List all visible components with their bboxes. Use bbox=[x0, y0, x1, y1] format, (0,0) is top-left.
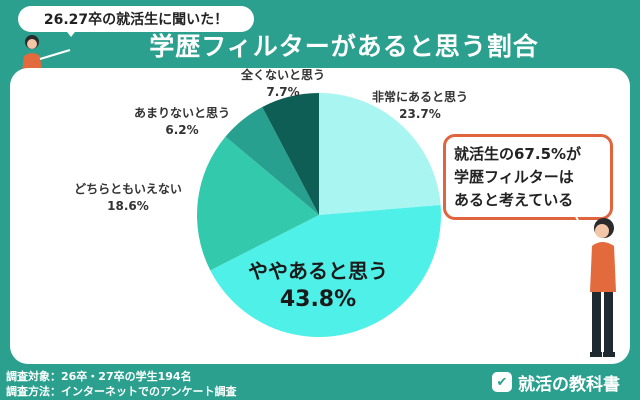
chat-check-icon: ✔ bbox=[492, 372, 512, 392]
survey-method-text: 調査方法：インターネットでのアンケート調査 bbox=[6, 385, 237, 398]
slice-value-3: 18.6% bbox=[107, 199, 149, 213]
presenter-right-body bbox=[590, 242, 616, 292]
callout-line-2: 学歴フィルターは bbox=[454, 168, 574, 186]
slice-label-2: ややあると思う bbox=[248, 259, 388, 283]
slice-value-5: 7.7% bbox=[266, 85, 299, 99]
survey-target-text: 調査対象：26卒・27卒の学生194名 bbox=[6, 370, 192, 383]
pie-slice-4 bbox=[225, 107, 319, 215]
brand-name: 就活の教科書 bbox=[518, 374, 620, 395]
presenter-right-shoe-right bbox=[603, 352, 615, 357]
slice-value-4: 6.2% bbox=[165, 123, 198, 137]
presenter-body bbox=[22, 53, 42, 72]
survey-pill-tail bbox=[64, 28, 78, 37]
pie-slice-5 bbox=[262, 93, 319, 215]
slice-label-5: 全くないと思う bbox=[240, 67, 325, 82]
slice-value-2: 43.8% bbox=[280, 287, 356, 312]
survey-pill-text: 26.27卒の就活生に聞いた！ bbox=[43, 12, 229, 28]
chart-title: 学歴フィルターがあると思う割合 bbox=[149, 32, 539, 61]
callout-line-3: あると考えている bbox=[454, 191, 574, 209]
pointer-stick-right bbox=[573, 211, 593, 251]
slice-label-1: 非常にあると思う bbox=[372, 89, 468, 104]
survey-pill: 26.27卒の就活生に聞いた！ bbox=[18, 6, 254, 32]
presenter-right-leg-left bbox=[592, 292, 601, 354]
slice-value-1: 23.7% bbox=[399, 107, 441, 121]
callout-line-1: 就活生の67.5%が bbox=[454, 145, 582, 163]
presenter-face bbox=[27, 39, 37, 49]
slice-label-4: あまりないと思う bbox=[134, 106, 230, 120]
presenter-right-face bbox=[595, 224, 609, 238]
presenter-illustration-right bbox=[573, 211, 616, 357]
pointer-stick bbox=[39, 49, 71, 60]
presenter-right-leg-right bbox=[604, 292, 613, 354]
pie-slice-2 bbox=[210, 205, 441, 337]
presenter-right-shoe-left bbox=[590, 352, 602, 357]
presenter-illustration-left bbox=[22, 35, 71, 72]
pie-slice-3 bbox=[197, 136, 319, 271]
slice-label-3: どちらともいえない bbox=[74, 182, 182, 196]
summary-callout: 就活生の67.5%が 学歴フィルターは あると考えている bbox=[443, 134, 613, 220]
pie-slice-1 bbox=[319, 93, 441, 215]
brand-logo: ✔ 就活の教科書 bbox=[492, 370, 632, 395]
